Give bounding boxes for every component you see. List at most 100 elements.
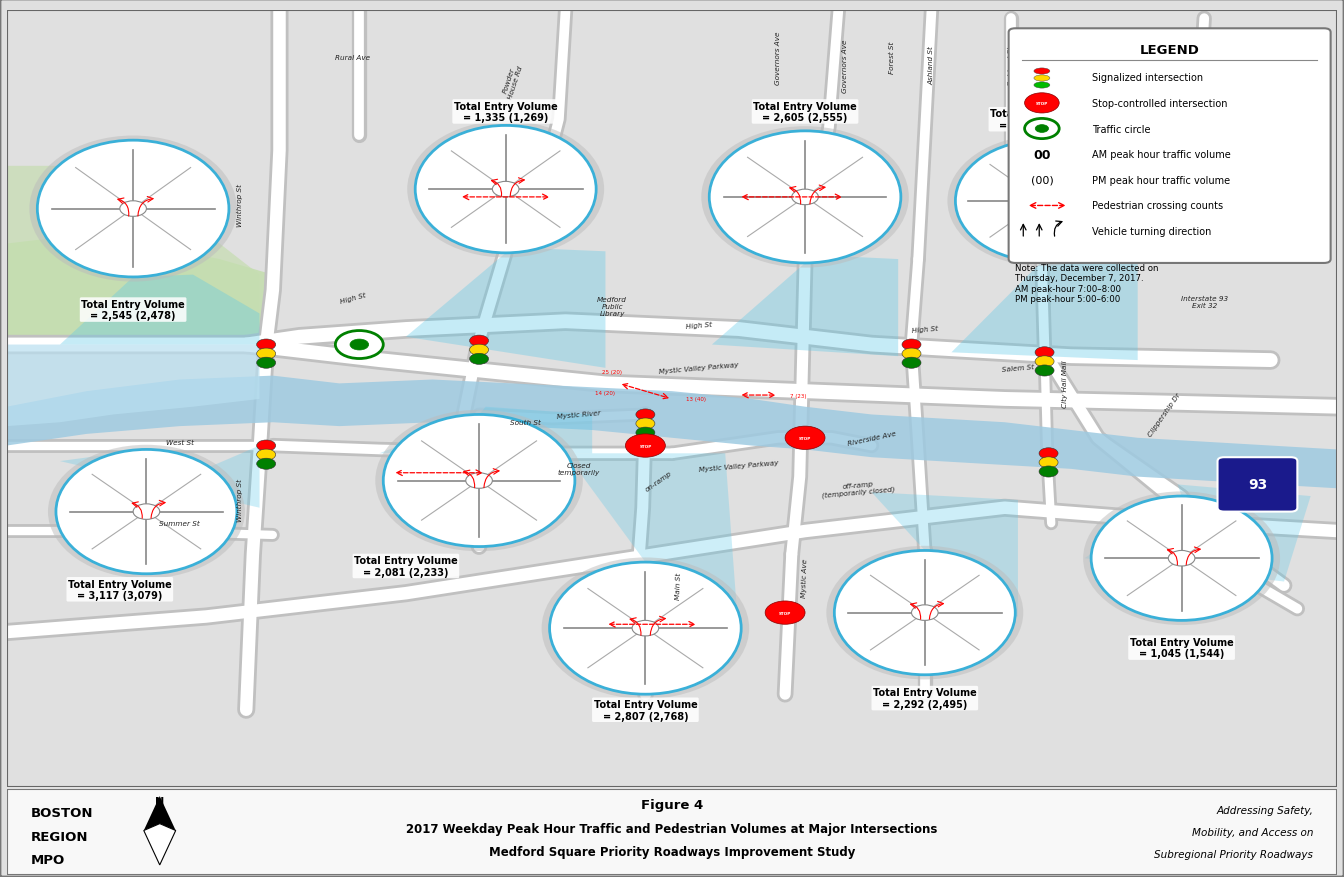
Text: Oakland St: Oakland St xyxy=(1008,46,1015,86)
Circle shape xyxy=(469,354,489,365)
Text: Traffic circle: Traffic circle xyxy=(1093,125,1150,134)
Circle shape xyxy=(349,339,368,351)
Polygon shape xyxy=(7,167,259,338)
Circle shape xyxy=(120,202,146,217)
Circle shape xyxy=(911,605,938,621)
Ellipse shape xyxy=(1034,82,1050,89)
Text: Rural Ave: Rural Ave xyxy=(335,55,370,61)
Text: Mystic Valley Parkway: Mystic Valley Parkway xyxy=(699,459,778,472)
Text: STOP: STOP xyxy=(1036,102,1048,106)
Text: Governors Ave: Governors Ave xyxy=(841,39,848,92)
Circle shape xyxy=(466,474,492,488)
Ellipse shape xyxy=(1091,496,1271,621)
Text: 93: 93 xyxy=(1247,478,1267,492)
Text: Addressing Safety,: Addressing Safety, xyxy=(1216,805,1313,815)
Circle shape xyxy=(1024,94,1059,114)
Ellipse shape xyxy=(710,132,900,264)
Text: South St: South St xyxy=(511,420,542,425)
Circle shape xyxy=(902,339,921,351)
Text: Total Entry Volume
= 2,807 (2,768): Total Entry Volume = 2,807 (2,768) xyxy=(594,699,698,721)
Text: Total Entry Volume
= 1,045 (1,544): Total Entry Volume = 1,045 (1,544) xyxy=(1130,637,1234,659)
Text: Total Entry Volume
= 2,545 (2,478): Total Entry Volume = 2,545 (2,478) xyxy=(81,299,185,321)
Ellipse shape xyxy=(702,127,909,268)
Text: 7 (23): 7 (23) xyxy=(790,393,806,398)
Circle shape xyxy=(257,349,276,360)
Text: Salem St: Salem St xyxy=(1001,364,1035,373)
Circle shape xyxy=(636,410,655,421)
Text: MPO: MPO xyxy=(31,853,65,866)
Text: Forest St: Forest St xyxy=(888,42,895,75)
Text: Winthrop St: Winthrop St xyxy=(237,184,243,227)
Text: (00): (00) xyxy=(1031,175,1054,186)
Circle shape xyxy=(1028,194,1055,210)
Polygon shape xyxy=(712,256,898,357)
Text: High St: High St xyxy=(911,325,938,334)
Ellipse shape xyxy=(407,122,605,258)
Polygon shape xyxy=(144,796,176,831)
Text: Clippership Dr: Clippership Dr xyxy=(1188,32,1193,84)
Text: Governors Ave: Governors Ave xyxy=(775,32,781,85)
Circle shape xyxy=(257,450,276,460)
Text: Figure 4: Figure 4 xyxy=(641,798,703,811)
Circle shape xyxy=(469,336,489,346)
Text: STOP: STOP xyxy=(780,611,792,615)
Circle shape xyxy=(785,426,825,450)
Circle shape xyxy=(257,440,276,452)
Polygon shape xyxy=(7,346,259,426)
Text: Mobility, and Access on: Mobility, and Access on xyxy=(1192,827,1313,838)
Text: Total Entry Volume
= 1,335 (1,269): Total Entry Volume = 1,335 (1,269) xyxy=(454,102,558,123)
Text: N: N xyxy=(155,796,164,806)
Polygon shape xyxy=(379,407,593,453)
Circle shape xyxy=(257,358,276,369)
Text: Riverside Ave: Riverside Ave xyxy=(847,431,896,446)
Polygon shape xyxy=(566,453,739,632)
Text: High St: High St xyxy=(339,292,367,305)
Text: Ashland St: Ashland St xyxy=(929,46,934,85)
Ellipse shape xyxy=(30,136,237,282)
Polygon shape xyxy=(144,824,176,865)
Circle shape xyxy=(257,459,276,470)
Circle shape xyxy=(1024,119,1059,139)
Text: Signalized intersection: Signalized intersection xyxy=(1093,73,1204,83)
Circle shape xyxy=(902,349,921,360)
Polygon shape xyxy=(60,446,259,531)
Circle shape xyxy=(632,621,659,636)
Polygon shape xyxy=(1085,485,1310,581)
Text: Powder
House Rd: Powder House Rd xyxy=(501,63,524,100)
Circle shape xyxy=(636,428,655,438)
Text: 2017 Weekday Peak Hour Traffic and Pedestrian Volumes at Major Intersections: 2017 Weekday Peak Hour Traffic and Pedes… xyxy=(406,822,938,835)
Polygon shape xyxy=(7,376,1337,488)
Circle shape xyxy=(492,182,519,197)
Ellipse shape xyxy=(956,141,1129,262)
Ellipse shape xyxy=(375,410,583,552)
Text: Total Entry Volume
= 2,605 (2,555): Total Entry Volume = 2,605 (2,555) xyxy=(753,102,857,123)
Ellipse shape xyxy=(835,551,1015,675)
Circle shape xyxy=(257,339,276,351)
Circle shape xyxy=(1039,448,1058,460)
Text: BOSTON: BOSTON xyxy=(31,807,93,819)
Circle shape xyxy=(1168,551,1195,567)
Ellipse shape xyxy=(550,562,741,695)
Text: Interstate 93
Exit 32: Interstate 93 Exit 32 xyxy=(1180,296,1228,309)
Text: Summer St: Summer St xyxy=(160,521,200,527)
Text: Winthrop St: Winthrop St xyxy=(237,479,243,522)
Text: Mystic Valley Parkway: Mystic Valley Parkway xyxy=(659,362,739,375)
Text: Mystic River: Mystic River xyxy=(556,410,601,420)
Circle shape xyxy=(792,190,818,205)
Text: 25 (20): 25 (20) xyxy=(602,370,622,374)
Circle shape xyxy=(902,358,921,369)
Ellipse shape xyxy=(383,415,575,547)
Text: Main St: Main St xyxy=(675,572,683,599)
Text: REGION: REGION xyxy=(31,830,89,843)
Ellipse shape xyxy=(415,126,597,253)
Text: West St: West St xyxy=(165,439,194,446)
Text: Riverside Ave: Riverside Ave xyxy=(1219,505,1269,511)
Polygon shape xyxy=(952,256,1137,360)
Text: Stop-controlled intersection: Stop-controlled intersection xyxy=(1093,99,1228,109)
FancyBboxPatch shape xyxy=(7,789,1337,875)
Ellipse shape xyxy=(948,136,1137,267)
Text: Total Entry Volume
= 1,629 (2,180): Total Entry Volume = 1,629 (2,180) xyxy=(991,110,1094,131)
Circle shape xyxy=(133,504,160,520)
Ellipse shape xyxy=(827,546,1023,680)
Circle shape xyxy=(469,345,489,356)
